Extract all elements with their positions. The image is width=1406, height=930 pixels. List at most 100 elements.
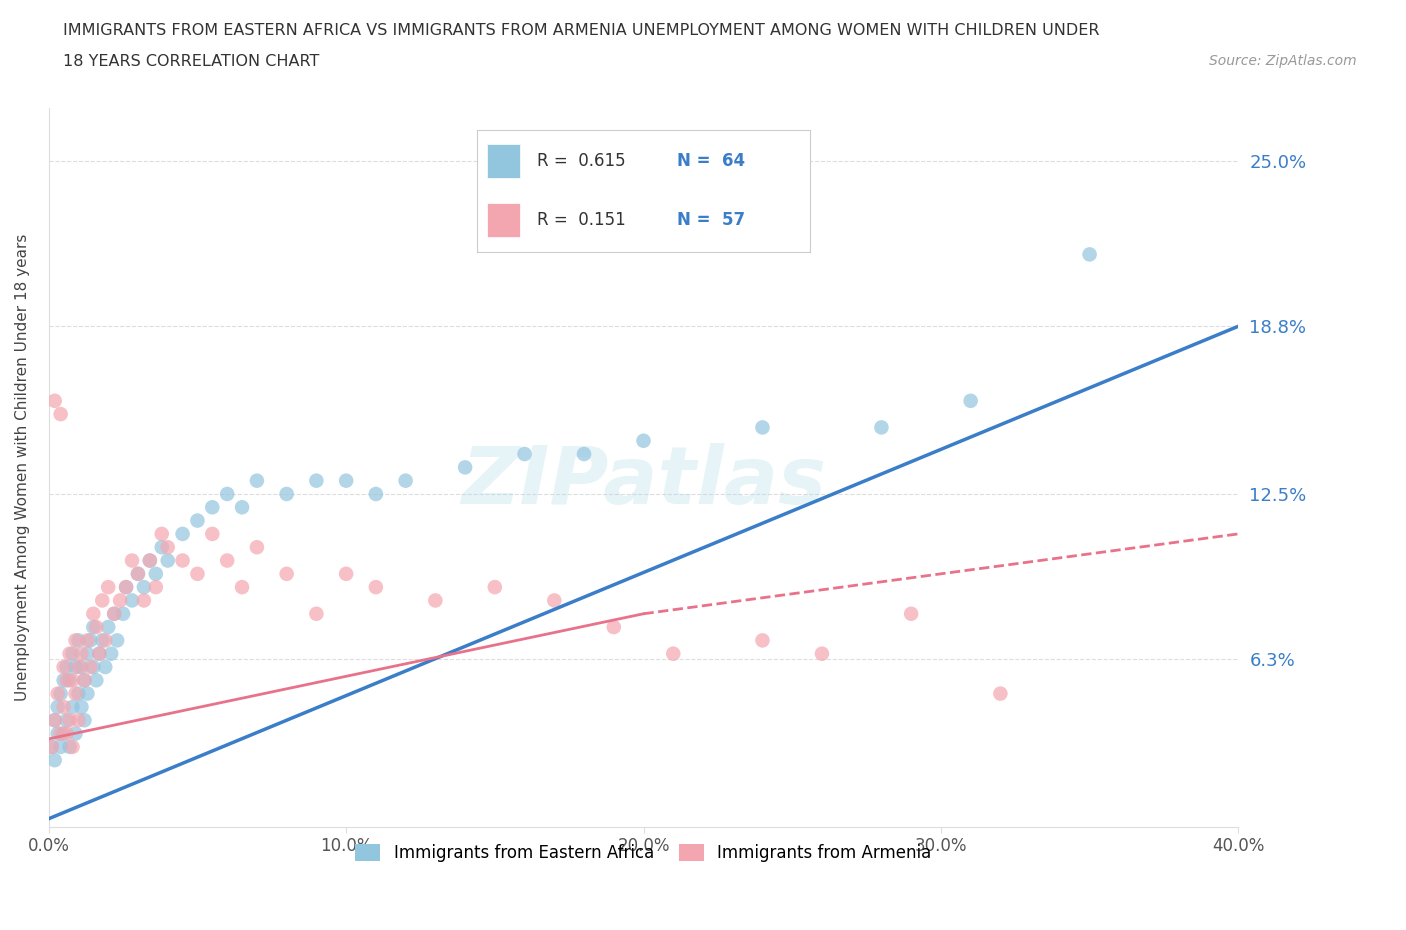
Point: [79, 659, 101, 674]
Point: [145, 579, 167, 594]
Point: [58, 739, 80, 754]
Point: [150, 539, 173, 554]
Point: [115, 579, 138, 594]
Point: [70, 646, 93, 661]
Point: [1078, 247, 1101, 262]
Point: [145, 566, 167, 581]
Point: [46, 686, 69, 701]
Point: [115, 579, 138, 594]
Text: Source: ZipAtlas.com: Source: ZipAtlas.com: [1209, 54, 1357, 68]
Point: [44, 752, 66, 767]
Point: [67, 686, 90, 701]
Point: [139, 553, 162, 568]
Point: [82, 659, 104, 674]
Point: [55, 673, 77, 688]
Point: [100, 646, 122, 661]
Point: [990, 686, 1012, 701]
Point: [132, 579, 155, 594]
Point: [811, 646, 834, 661]
Point: [186, 566, 208, 581]
Point: [572, 446, 595, 461]
Point: [52, 699, 75, 714]
Point: [662, 646, 685, 661]
Point: [89, 646, 111, 661]
Text: 18 YEARS CORRELATION CHART: 18 YEARS CORRELATION CHART: [63, 54, 319, 69]
Text: ZIPatlas: ZIPatlas: [461, 443, 825, 521]
Point: [58, 712, 80, 727]
Point: [156, 553, 179, 568]
Point: [91, 633, 114, 648]
Point: [70, 699, 93, 714]
Point: [73, 673, 96, 688]
Point: [55, 712, 77, 727]
Point: [52, 726, 75, 741]
Point: [41, 739, 63, 754]
Point: [89, 646, 111, 661]
Point: [543, 593, 565, 608]
Point: [52, 673, 75, 688]
Point: [103, 606, 125, 621]
Point: [86, 673, 108, 688]
Point: [246, 473, 269, 488]
Point: [127, 566, 149, 581]
Point: [751, 633, 773, 648]
Point: [44, 712, 66, 727]
Point: [231, 499, 253, 514]
Point: [201, 526, 224, 541]
Point: [86, 619, 108, 634]
Point: [82, 606, 104, 621]
Legend: Immigrants from Eastern Africa, Immigrants from Armenia: Immigrants from Eastern Africa, Immigran…: [349, 837, 938, 869]
Point: [97, 579, 120, 594]
Point: [49, 686, 72, 701]
Point: [67, 659, 90, 674]
Point: [121, 593, 143, 608]
Point: [97, 619, 120, 634]
Point: [121, 553, 143, 568]
Point: [335, 473, 357, 488]
Y-axis label: Unemployment Among Women with Children Under 18 years: Unemployment Among Women with Children U…: [15, 233, 30, 701]
Point: [70, 659, 93, 674]
Point: [76, 686, 98, 701]
Point: [484, 579, 506, 594]
Point: [76, 646, 98, 661]
Point: [65, 659, 87, 674]
Text: IMMIGRANTS FROM EASTERN AFRICA VS IMMIGRANTS FROM ARMENIA UNEMPLOYMENT AMONG WOM: IMMIGRANTS FROM EASTERN AFRICA VS IMMIGR…: [63, 23, 1099, 38]
Point: [58, 673, 80, 688]
Point: [900, 606, 922, 621]
Point: [73, 712, 96, 727]
Point: [94, 659, 117, 674]
Point: [513, 446, 536, 461]
Point: [41, 739, 63, 754]
Point: [62, 673, 84, 688]
Point: [305, 606, 328, 621]
Point: [73, 673, 96, 688]
Point: [105, 633, 128, 648]
Point: [364, 486, 387, 501]
Point: [132, 593, 155, 608]
Point: [79, 633, 101, 648]
Point: [172, 526, 194, 541]
Point: [172, 553, 194, 568]
Point: [217, 486, 239, 501]
Point: [62, 739, 84, 754]
Point: [44, 393, 66, 408]
Point: [52, 659, 75, 674]
Point: [55, 726, 77, 741]
Point: [62, 646, 84, 661]
Point: [108, 593, 131, 608]
Point: [751, 420, 773, 435]
Point: [139, 553, 162, 568]
Point: [55, 659, 77, 674]
Point: [305, 473, 328, 488]
Point: [425, 593, 447, 608]
Point: [335, 566, 357, 581]
Point: [150, 526, 173, 541]
Point: [276, 566, 298, 581]
Point: [76, 633, 98, 648]
Point: [49, 406, 72, 421]
Point: [112, 606, 135, 621]
Point: [364, 579, 387, 594]
Point: [94, 633, 117, 648]
Point: [217, 553, 239, 568]
Point: [44, 712, 66, 727]
